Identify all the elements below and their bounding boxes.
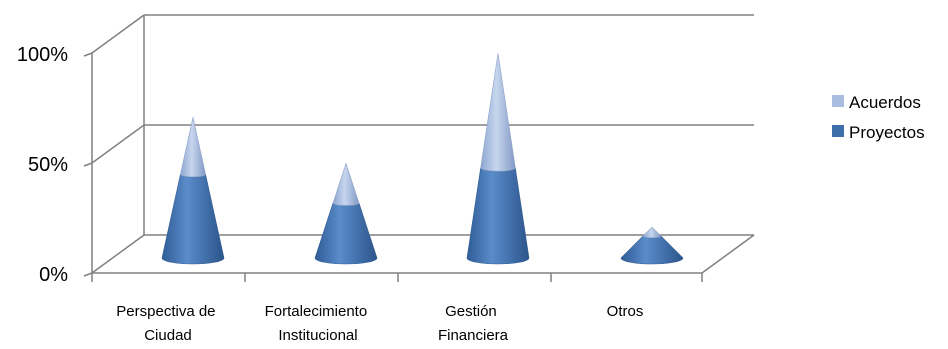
cone-segment-acuerdos bbox=[332, 162, 360, 206]
cone-segment-proyectos bbox=[161, 174, 225, 265]
cone-segment-acuerdos bbox=[480, 53, 516, 172]
y-tick-mark bbox=[83, 52, 93, 57]
legend-swatch-proyectos bbox=[832, 125, 844, 137]
legend: Acuerdos Proyectos bbox=[832, 93, 925, 142]
cone-segment-proyectos bbox=[314, 202, 378, 265]
grid-diagonal bbox=[91, 124, 145, 164]
cone-marks bbox=[161, 53, 684, 265]
cone-3 bbox=[466, 53, 530, 265]
y-axis-ticks: 0% 50% 100% bbox=[17, 44, 68, 286]
legend-label-acuerdos: Acuerdos bbox=[849, 93, 921, 112]
cone-4 bbox=[620, 226, 684, 265]
cone-segment-acuerdos bbox=[642, 226, 662, 239]
y-tick-mark bbox=[83, 162, 93, 167]
y-tick-label: 50% bbox=[28, 154, 68, 176]
x-tick-label: Otros bbox=[607, 303, 644, 320]
grid-lines bbox=[83, 14, 755, 282]
y-tick-mark bbox=[83, 272, 93, 277]
x-axis-labels: Perspectiva de Ciudad Fortalecimiento In… bbox=[116, 303, 643, 344]
cone-2 bbox=[314, 162, 378, 265]
cone-segment-proyectos bbox=[620, 235, 684, 265]
y-tick-label: 100% bbox=[17, 44, 68, 66]
x-tick-label: Gestión Financiera bbox=[438, 303, 509, 344]
grid-diagonal bbox=[91, 14, 145, 54]
x-tick-label: Fortalecimiento Institucional bbox=[265, 303, 372, 344]
legend-label-proyectos: Proyectos bbox=[849, 123, 925, 142]
cone-1 bbox=[161, 117, 225, 265]
legend-swatch-acuerdos bbox=[832, 95, 844, 107]
cone-segment-acuerdos bbox=[180, 117, 206, 178]
grid-diagonal bbox=[91, 234, 145, 274]
cone-segment-proyectos bbox=[466, 167, 530, 265]
x-tick-label: Perspectiva de Ciudad bbox=[116, 303, 219, 344]
y-tick-label: 0% bbox=[39, 264, 68, 286]
floor-right-edge bbox=[701, 234, 755, 274]
